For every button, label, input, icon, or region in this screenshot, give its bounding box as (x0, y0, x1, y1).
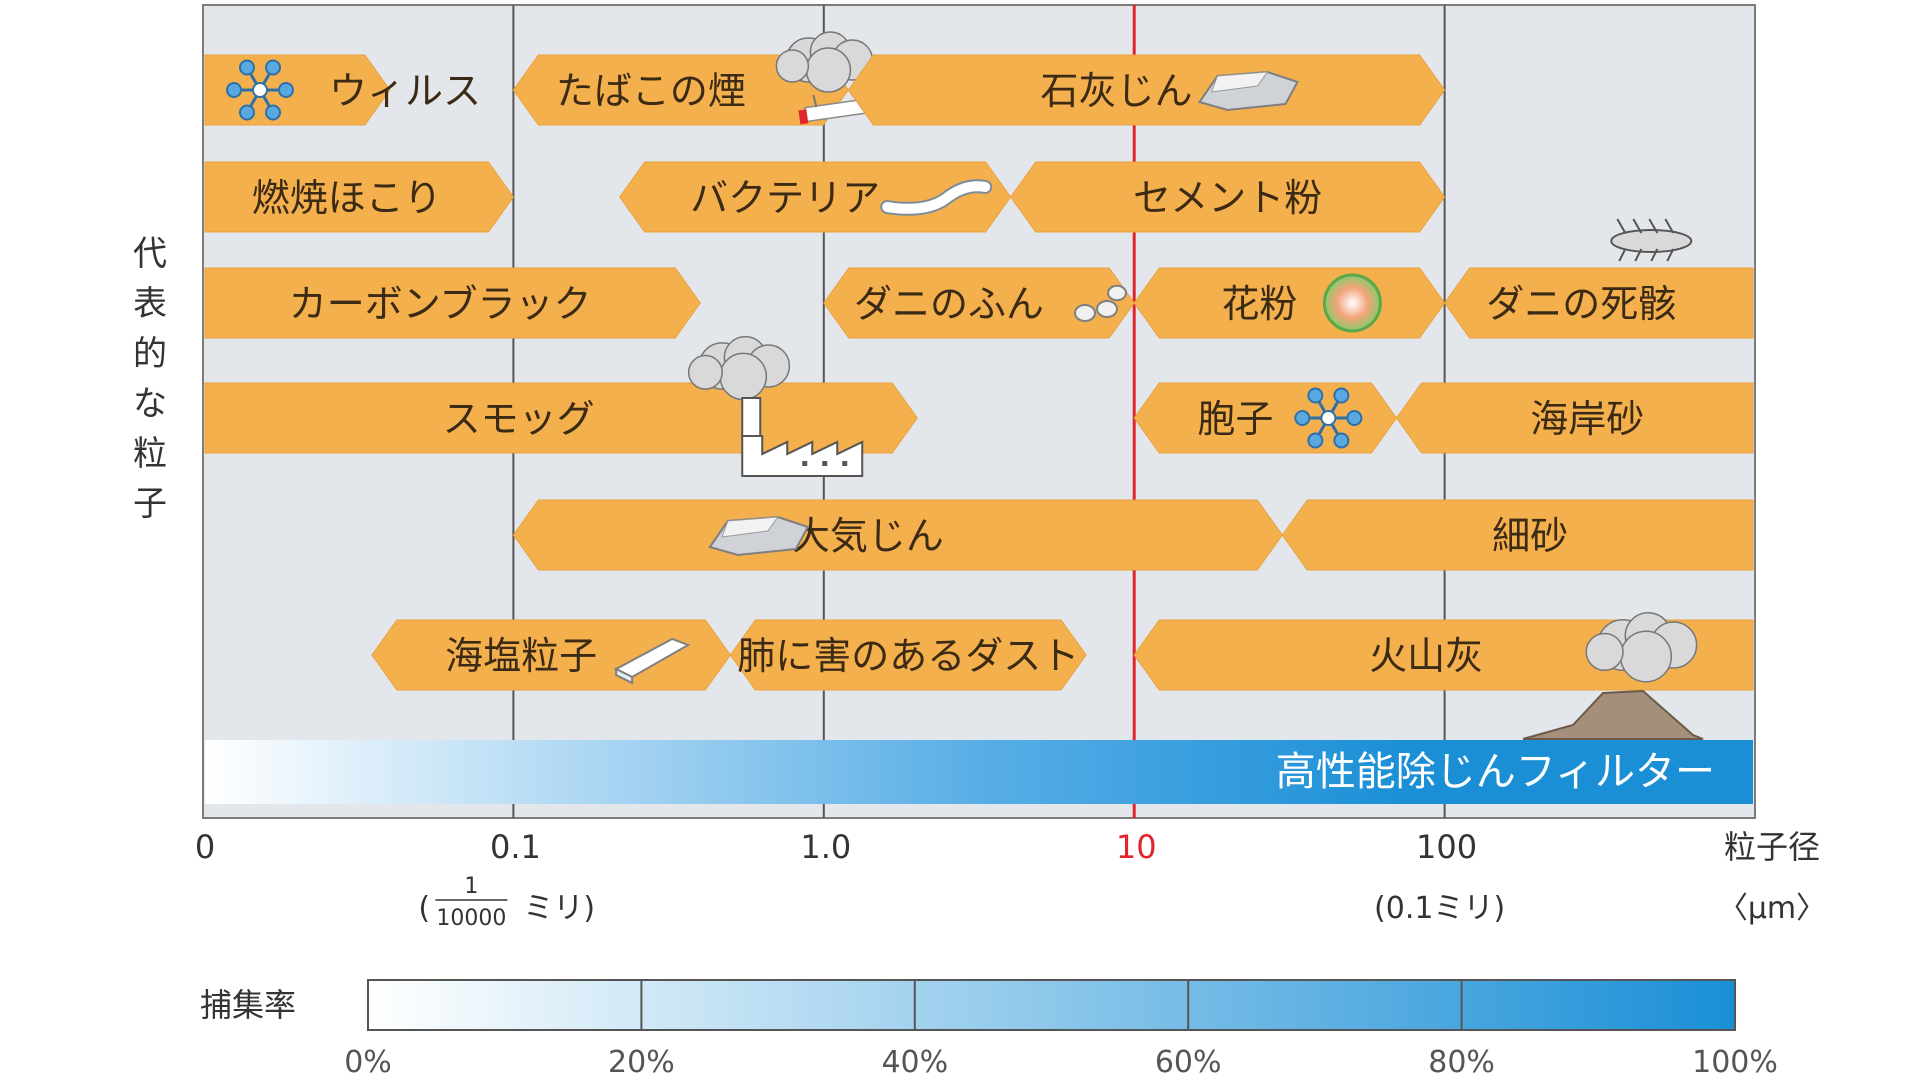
x-axis-unit: 〈μm〉 (1718, 891, 1826, 926)
particle-0-たばこの煙: たばこの煙 (512, 31, 907, 126)
range-bar (823, 267, 1135, 339)
particle-2-カーボンブラック: カーボンブラック (204, 267, 701, 339)
filter-band: 高性能除じんフィルター (205, 740, 1753, 804)
particle-3-胞子: 胞子 (1133, 382, 1398, 454)
x-axis-label: 粒子径 (1724, 828, 1820, 866)
particle-label: たばこの煙 (556, 69, 746, 113)
range-bar (1010, 161, 1446, 233)
mite-feces-icon (1074, 284, 1128, 322)
fraction-denominator: 10000 (436, 906, 506, 931)
x-tick-label: 10 (1116, 828, 1157, 866)
particle-5-海塩粒子: 海塩粒子 (371, 619, 731, 691)
y-axis-char: 粒 (133, 434, 167, 474)
rate-tick-label: 0% (344, 1045, 392, 1080)
fraction-numerator: 1 (464, 874, 478, 899)
rate-tick-label: 100% (1692, 1045, 1778, 1080)
pollen-icon (1322, 273, 1382, 333)
particle-label: ダニのふん (854, 282, 1044, 326)
particle-label: 細砂 (1492, 514, 1568, 558)
rate-tick-label: 20% (608, 1045, 675, 1080)
x-tick-label: 1.0 (800, 828, 851, 866)
particle-0-ウィルス: ウィルス (204, 54, 481, 126)
particle-label: 肺に害のあるダスト (737, 634, 1079, 678)
spore-icon (1294, 387, 1363, 449)
limestone-rock-icon (1197, 70, 1299, 112)
particle-2-花粉: 花粉 (1133, 267, 1446, 339)
y-axis-char: 表 (133, 284, 167, 324)
particle-2-ダニのふん: ダニのふん (823, 267, 1135, 339)
mite-icon (1610, 218, 1693, 262)
particle-label: ウィルス (329, 69, 481, 113)
y-axis-char: 的 (133, 334, 167, 374)
range-bar (847, 54, 1446, 126)
particle-label: バクテリア (690, 176, 880, 220)
y-axis-char: 子 (133, 484, 167, 524)
x-tick-sublabel: (1 10000 ミリ) (418, 874, 595, 931)
range-bar (1281, 499, 1754, 571)
particle-label: 燃焼ほこり (252, 176, 442, 220)
collection-rate-bar (367, 979, 1736, 1031)
range-bar (1443, 267, 1754, 339)
particle-label: 大気じん (792, 514, 944, 558)
range-bar (729, 619, 1087, 691)
particle-label: 花粉 (1221, 282, 1297, 326)
particle-0-石灰じん: 石灰じん (847, 54, 1446, 126)
y-axis-char: な (133, 384, 167, 424)
unit-suffix: ミリ) (523, 891, 595, 926)
particle-label: 海岸砂 (1530, 397, 1644, 441)
particle-label: セメント粉 (1133, 176, 1322, 220)
filter-label: 高性能除じんフィルター (1276, 749, 1715, 795)
x-tick-sublabel: (0.1ミリ) (1374, 891, 1505, 926)
particle-label: 胞子 (1197, 397, 1273, 441)
rate-tick-label: 80% (1428, 1045, 1495, 1080)
particle-label: スモッグ (443, 397, 595, 441)
y-axis-char: 代 (133, 234, 167, 274)
particle-3-海岸砂: 海岸砂 (1395, 382, 1754, 454)
x-tick-label: 100 (1416, 828, 1477, 866)
filter-bar (205, 740, 1753, 804)
bacteria-icon (880, 179, 993, 216)
rate-tick-label: 40% (881, 1045, 948, 1080)
range-bar (1133, 382, 1398, 454)
particle-1-燃焼ほこり: 燃焼ほこり (204, 161, 515, 233)
range-bar (204, 267, 701, 339)
particle-label: 石灰じん (1040, 69, 1192, 113)
particle-label: 海塩粒子 (445, 634, 597, 678)
particle-1-バクテリア: バクテリア (619, 161, 1012, 233)
collection-rate-label: 捕集率 (200, 986, 296, 1024)
rate-tick-label: 60% (1155, 1045, 1222, 1080)
particle-label: 火山灰 (1369, 634, 1483, 678)
particle-label: ダニの死骸 (1486, 282, 1676, 326)
paren-open: ( (418, 891, 430, 926)
volcano-icon (1522, 612, 1704, 740)
collection-rate-legend: 捕集率 0% 20% 40% 60% 80% 100% (200, 979, 1778, 1080)
x-axis: 0 0.1 (1 10000 ミリ) 1.0 10 100 (0.1ミリ) 粒子径〈μm〉 (195, 828, 1826, 931)
x-tick-label: 0.1 (490, 828, 541, 866)
virus-icon (226, 59, 294, 121)
particle-label: カーボンブラック (289, 282, 592, 326)
particle-3-スモッグ: スモッグ (204, 335, 918, 477)
particle-5-火山灰: 火山灰 (1133, 612, 1754, 740)
range-bar (512, 499, 1283, 571)
particle-1-セメント粉: セメント粉 (1010, 161, 1446, 233)
particle-2-ダニの死骸: ダニの死骸 (1443, 218, 1754, 339)
x-tick-label: 0 (195, 828, 215, 866)
dust-rock-icon (708, 515, 810, 557)
range-bar (204, 161, 515, 233)
range-bar (1395, 382, 1754, 454)
factory-smog-icon (687, 335, 864, 477)
particle-5-肺に害のあるダスト: 肺に害のあるダスト (729, 619, 1087, 691)
salt-crystal-icon (613, 637, 691, 685)
particle-4-細砂: 細砂 (1281, 499, 1754, 571)
particle-4-大気じん: 大気じん (512, 499, 1283, 571)
